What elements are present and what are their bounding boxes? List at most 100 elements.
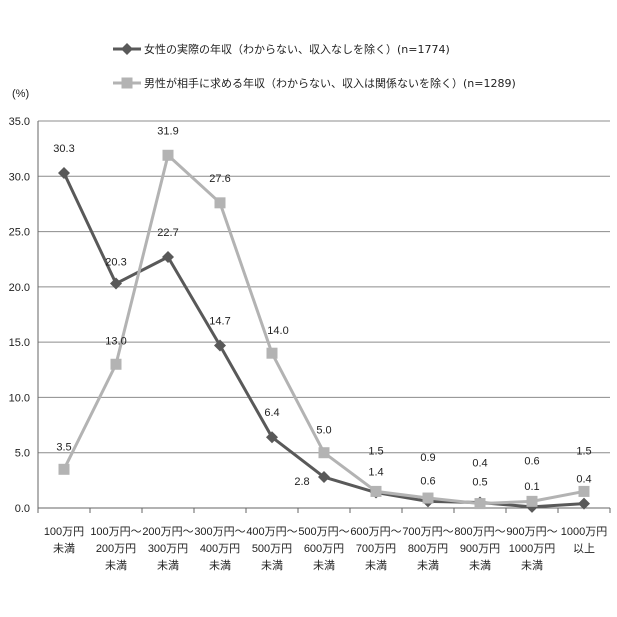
x-tick-label-line: 未満 bbox=[157, 559, 179, 572]
data-label: 2.8 bbox=[294, 476, 309, 488]
data-labels: 30.3 20.3 22.7 14.7 6.4 2.8 1.4 0.6 0.5 0.1 0.4 3.5… bbox=[53, 125, 591, 493]
y-tick-label: 30.0 bbox=[9, 171, 30, 183]
legend-marker bbox=[121, 43, 133, 55]
x-tick-label-line: 800万円～ bbox=[454, 526, 505, 538]
x-tick-label-line: 600万円～ bbox=[350, 526, 401, 538]
x-tick-label-line: 800万円 bbox=[408, 543, 448, 555]
data-label: 0.5 bbox=[472, 476, 487, 488]
x-axis-ticks: 100万円未満100万円～200万円未満200万円～300万円未満300万円～4… bbox=[44, 526, 607, 572]
x-tick-label-line: 400万円 bbox=[200, 543, 240, 555]
y-tick-label: 35.0 bbox=[9, 116, 30, 128]
x-tick-label-line: 700万円～ bbox=[402, 526, 453, 538]
data-label: 13.0 bbox=[105, 335, 126, 347]
x-tick-label-line: 900万円 bbox=[460, 543, 500, 555]
series-2-marker bbox=[162, 149, 174, 161]
series-1-marker bbox=[162, 251, 174, 264]
series-1-marker bbox=[578, 497, 590, 510]
x-tick-label-line: 500万円 bbox=[252, 543, 292, 555]
legend-item-2: 男性が相手に求める年収（わからない、収入は関係ないを除く）(n=1289) bbox=[113, 76, 516, 90]
legend-label: 女性の実際の年収（わからない、収入なしを除く）(n=1774) bbox=[144, 42, 450, 56]
data-label: 1.4 bbox=[368, 467, 383, 479]
data-label: 1.5 bbox=[368, 445, 383, 457]
series-2-marker bbox=[578, 485, 590, 497]
data-label: 5.0 bbox=[316, 425, 331, 437]
data-label: 0.4 bbox=[472, 458, 487, 470]
x-tick-label-line: 200万円～ bbox=[142, 526, 193, 538]
series-2-marker bbox=[214, 197, 226, 209]
data-label: 31.9 bbox=[157, 125, 178, 137]
x-tick-label-line: 200万円 bbox=[96, 543, 136, 555]
x-tick-label-line: 未満 bbox=[313, 559, 335, 572]
x-tick-label-line: 300万円～ bbox=[194, 526, 245, 538]
x-tick-label-line: 未満 bbox=[521, 559, 543, 572]
y-axis-label: (%) bbox=[12, 88, 29, 100]
x-tick-label-line: 400万円～ bbox=[246, 526, 297, 538]
data-label: 6.4 bbox=[264, 407, 279, 419]
legend-marker bbox=[121, 77, 133, 89]
x-tick-label-line: 未満 bbox=[53, 542, 75, 555]
data-label: 14.7 bbox=[209, 315, 230, 327]
series-1-marker bbox=[58, 166, 70, 179]
data-label: 30.3 bbox=[53, 143, 74, 155]
x-tick-label-line: 未満 bbox=[365, 559, 387, 572]
x-tick-label-line: 未満 bbox=[469, 559, 491, 572]
series-2-marker bbox=[370, 485, 382, 497]
series-1-marker bbox=[214, 339, 226, 352]
series-2-marker bbox=[58, 463, 70, 475]
x-tick-label-line: 100万円～ bbox=[90, 526, 141, 538]
data-label: 0.6 bbox=[420, 475, 435, 487]
data-label: 22.7 bbox=[157, 227, 178, 239]
series-1-marker bbox=[266, 431, 278, 444]
x-tick-label-line: 300万円 bbox=[148, 543, 188, 555]
x-tick-label-line: 700万円 bbox=[356, 543, 396, 555]
y-tick-label: 0.0 bbox=[15, 503, 30, 515]
data-label: 3.5 bbox=[56, 441, 71, 453]
x-tick-label-line: 未満 bbox=[261, 559, 283, 572]
series-1-marker bbox=[318, 471, 330, 484]
data-label: 0.4 bbox=[576, 474, 591, 486]
series-2-marker bbox=[422, 492, 434, 504]
series-1-marker bbox=[110, 277, 122, 290]
x-tick-label-line: 600万円 bbox=[304, 543, 344, 555]
data-label: 0.6 bbox=[524, 455, 539, 467]
series-2-marker bbox=[474, 498, 486, 510]
x-tick-label-line: 900万円～ bbox=[506, 526, 557, 538]
data-label: 20.3 bbox=[105, 257, 126, 269]
x-tick-label-line: 未満 bbox=[105, 559, 127, 572]
series-2-marker bbox=[110, 358, 122, 370]
x-tick-label-line: 100万円 bbox=[44, 526, 84, 538]
legend-label: 男性が相手に求める年収（わからない、収入は関係ないを除く）(n=1289) bbox=[144, 76, 516, 90]
x-tick-label-line: 以上 bbox=[573, 542, 595, 555]
x-tick-label-line: 500万円～ bbox=[298, 526, 349, 538]
data-label: 0.1 bbox=[524, 481, 539, 493]
series-group bbox=[58, 149, 590, 513]
y-tick-label: 10.0 bbox=[9, 392, 30, 404]
series-2-marker bbox=[318, 447, 330, 459]
x-tick-label-line: 未満 bbox=[209, 559, 231, 572]
axes bbox=[37, 121, 611, 513]
y-tick-label: 15.0 bbox=[9, 337, 30, 349]
x-tick-label-line: 1000万円 bbox=[561, 526, 607, 538]
x-tick-label-line: 未満 bbox=[417, 559, 439, 572]
y-tick-label: 25.0 bbox=[9, 227, 30, 239]
data-label: 14.0 bbox=[267, 325, 288, 337]
series-2-marker bbox=[266, 347, 278, 359]
data-label: 1.5 bbox=[576, 445, 591, 457]
legend: 女性の実際の年収（わからない、収入なしを除く）(n=1774) 男性が相手に求める… bbox=[113, 42, 516, 90]
gridlines bbox=[38, 120, 610, 454]
y-tick-label: 20.0 bbox=[9, 282, 30, 294]
x-tick-label-line: 1000万円 bbox=[509, 543, 555, 555]
data-label: 0.9 bbox=[420, 452, 435, 464]
y-axis-ticks: 0.0 5.0 10.0 15.0 20.0 25.0 30.0 35.0 bbox=[9, 116, 30, 515]
